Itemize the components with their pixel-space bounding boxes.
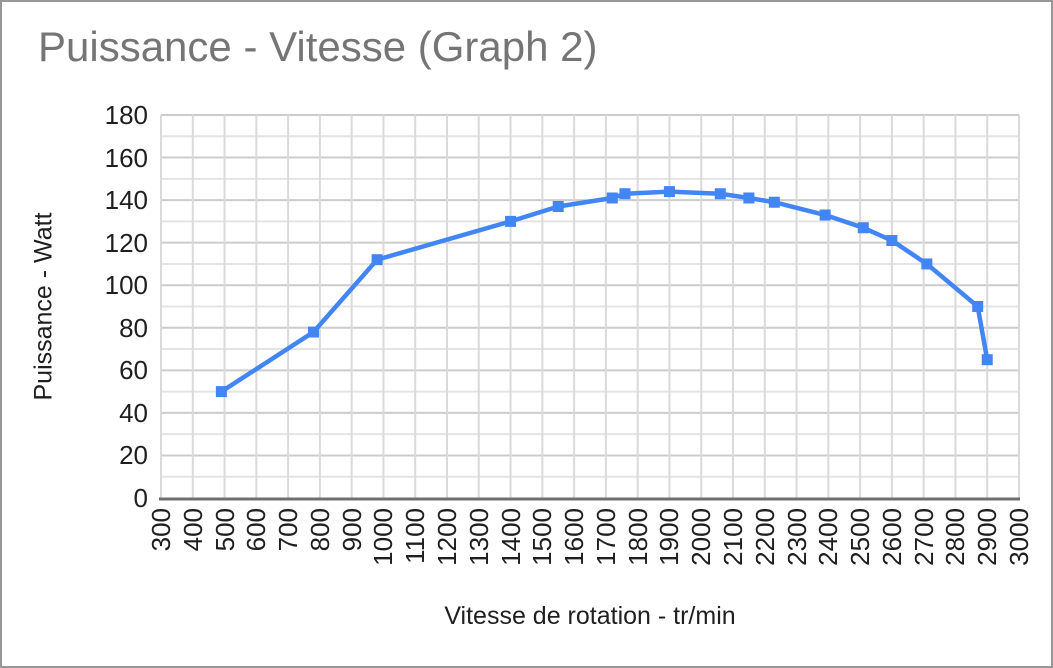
x-tick-label: 1000 xyxy=(368,508,399,566)
data-point-marker xyxy=(505,215,517,227)
data-point-marker xyxy=(552,200,564,212)
x-tick-label: 500 xyxy=(209,508,240,552)
x-tick-label: 1400 xyxy=(495,508,526,566)
x-tick-label: 1900 xyxy=(654,508,685,566)
x-tick-label: 2600 xyxy=(876,508,907,566)
x-tick-label: 2900 xyxy=(972,508,1003,566)
data-point-marker xyxy=(981,354,993,366)
data-point-marker xyxy=(714,188,726,200)
x-tick-label: 3000 xyxy=(1004,508,1034,566)
x-tick-label: 1300 xyxy=(463,508,494,566)
data-point-marker xyxy=(663,186,675,198)
y-tick-label: 40 xyxy=(119,397,148,428)
y-tick-label: 120 xyxy=(104,227,148,258)
data-point-marker xyxy=(215,386,227,398)
x-tick-label: 400 xyxy=(177,508,208,552)
data-point-marker xyxy=(921,258,933,270)
data-point-marker xyxy=(606,192,618,204)
x-tick-label: 2000 xyxy=(686,508,717,566)
data-point-marker xyxy=(768,196,780,208)
y-axis-title: Puissance - Watt xyxy=(29,212,58,401)
x-tick-label: 2100 xyxy=(718,508,748,566)
x-tick-label: 800 xyxy=(304,508,335,552)
y-tick-label: 80 xyxy=(119,312,148,343)
x-tick-label: 1200 xyxy=(432,508,462,566)
data-point-marker xyxy=(857,222,869,234)
x-tick-label: 1100 xyxy=(400,508,431,564)
data-point-marker xyxy=(743,192,755,204)
chart-title: Puissance - Vitesse (Graph 2) xyxy=(38,23,598,70)
x-tick-label: 1700 xyxy=(590,508,621,566)
data-point-marker xyxy=(371,254,383,266)
x-tick-label: 600 xyxy=(241,508,272,552)
y-tick-label: 0 xyxy=(133,483,148,513)
x-tick-label: 1600 xyxy=(559,508,590,566)
data-point-marker xyxy=(308,326,320,338)
data-point-marker xyxy=(886,235,898,247)
y-tick-label: 60 xyxy=(119,355,148,386)
x-tick-label: 1500 xyxy=(527,508,558,566)
data-point-marker xyxy=(972,301,984,312)
y-axis-title-box: Puissance - Watt xyxy=(20,115,68,498)
x-axis-title: Vitesse de rotation - tr/min xyxy=(444,602,736,630)
y-tick-label: 140 xyxy=(104,185,148,216)
y-tick-label: 100 xyxy=(104,270,148,301)
x-tick-label: 2400 xyxy=(813,508,844,566)
y-tick-label: 160 xyxy=(104,142,148,173)
y-tick-label: 180 xyxy=(104,100,148,130)
x-tick-label: 2200 xyxy=(749,508,780,566)
x-tick-label: 2500 xyxy=(845,508,876,566)
x-tick-label: 700 xyxy=(273,508,304,552)
x-tick-label: 2300 xyxy=(781,508,812,566)
x-tick-label: 2700 xyxy=(908,508,939,566)
x-tick-label: 2800 xyxy=(940,508,971,566)
x-tick-label: 900 xyxy=(336,508,367,552)
data-point-marker xyxy=(819,209,831,221)
y-tick-label: 20 xyxy=(119,440,148,471)
data-point-marker xyxy=(619,188,631,200)
x-tick-label: 1800 xyxy=(622,508,653,566)
x-tick-label: 300 xyxy=(146,508,176,552)
